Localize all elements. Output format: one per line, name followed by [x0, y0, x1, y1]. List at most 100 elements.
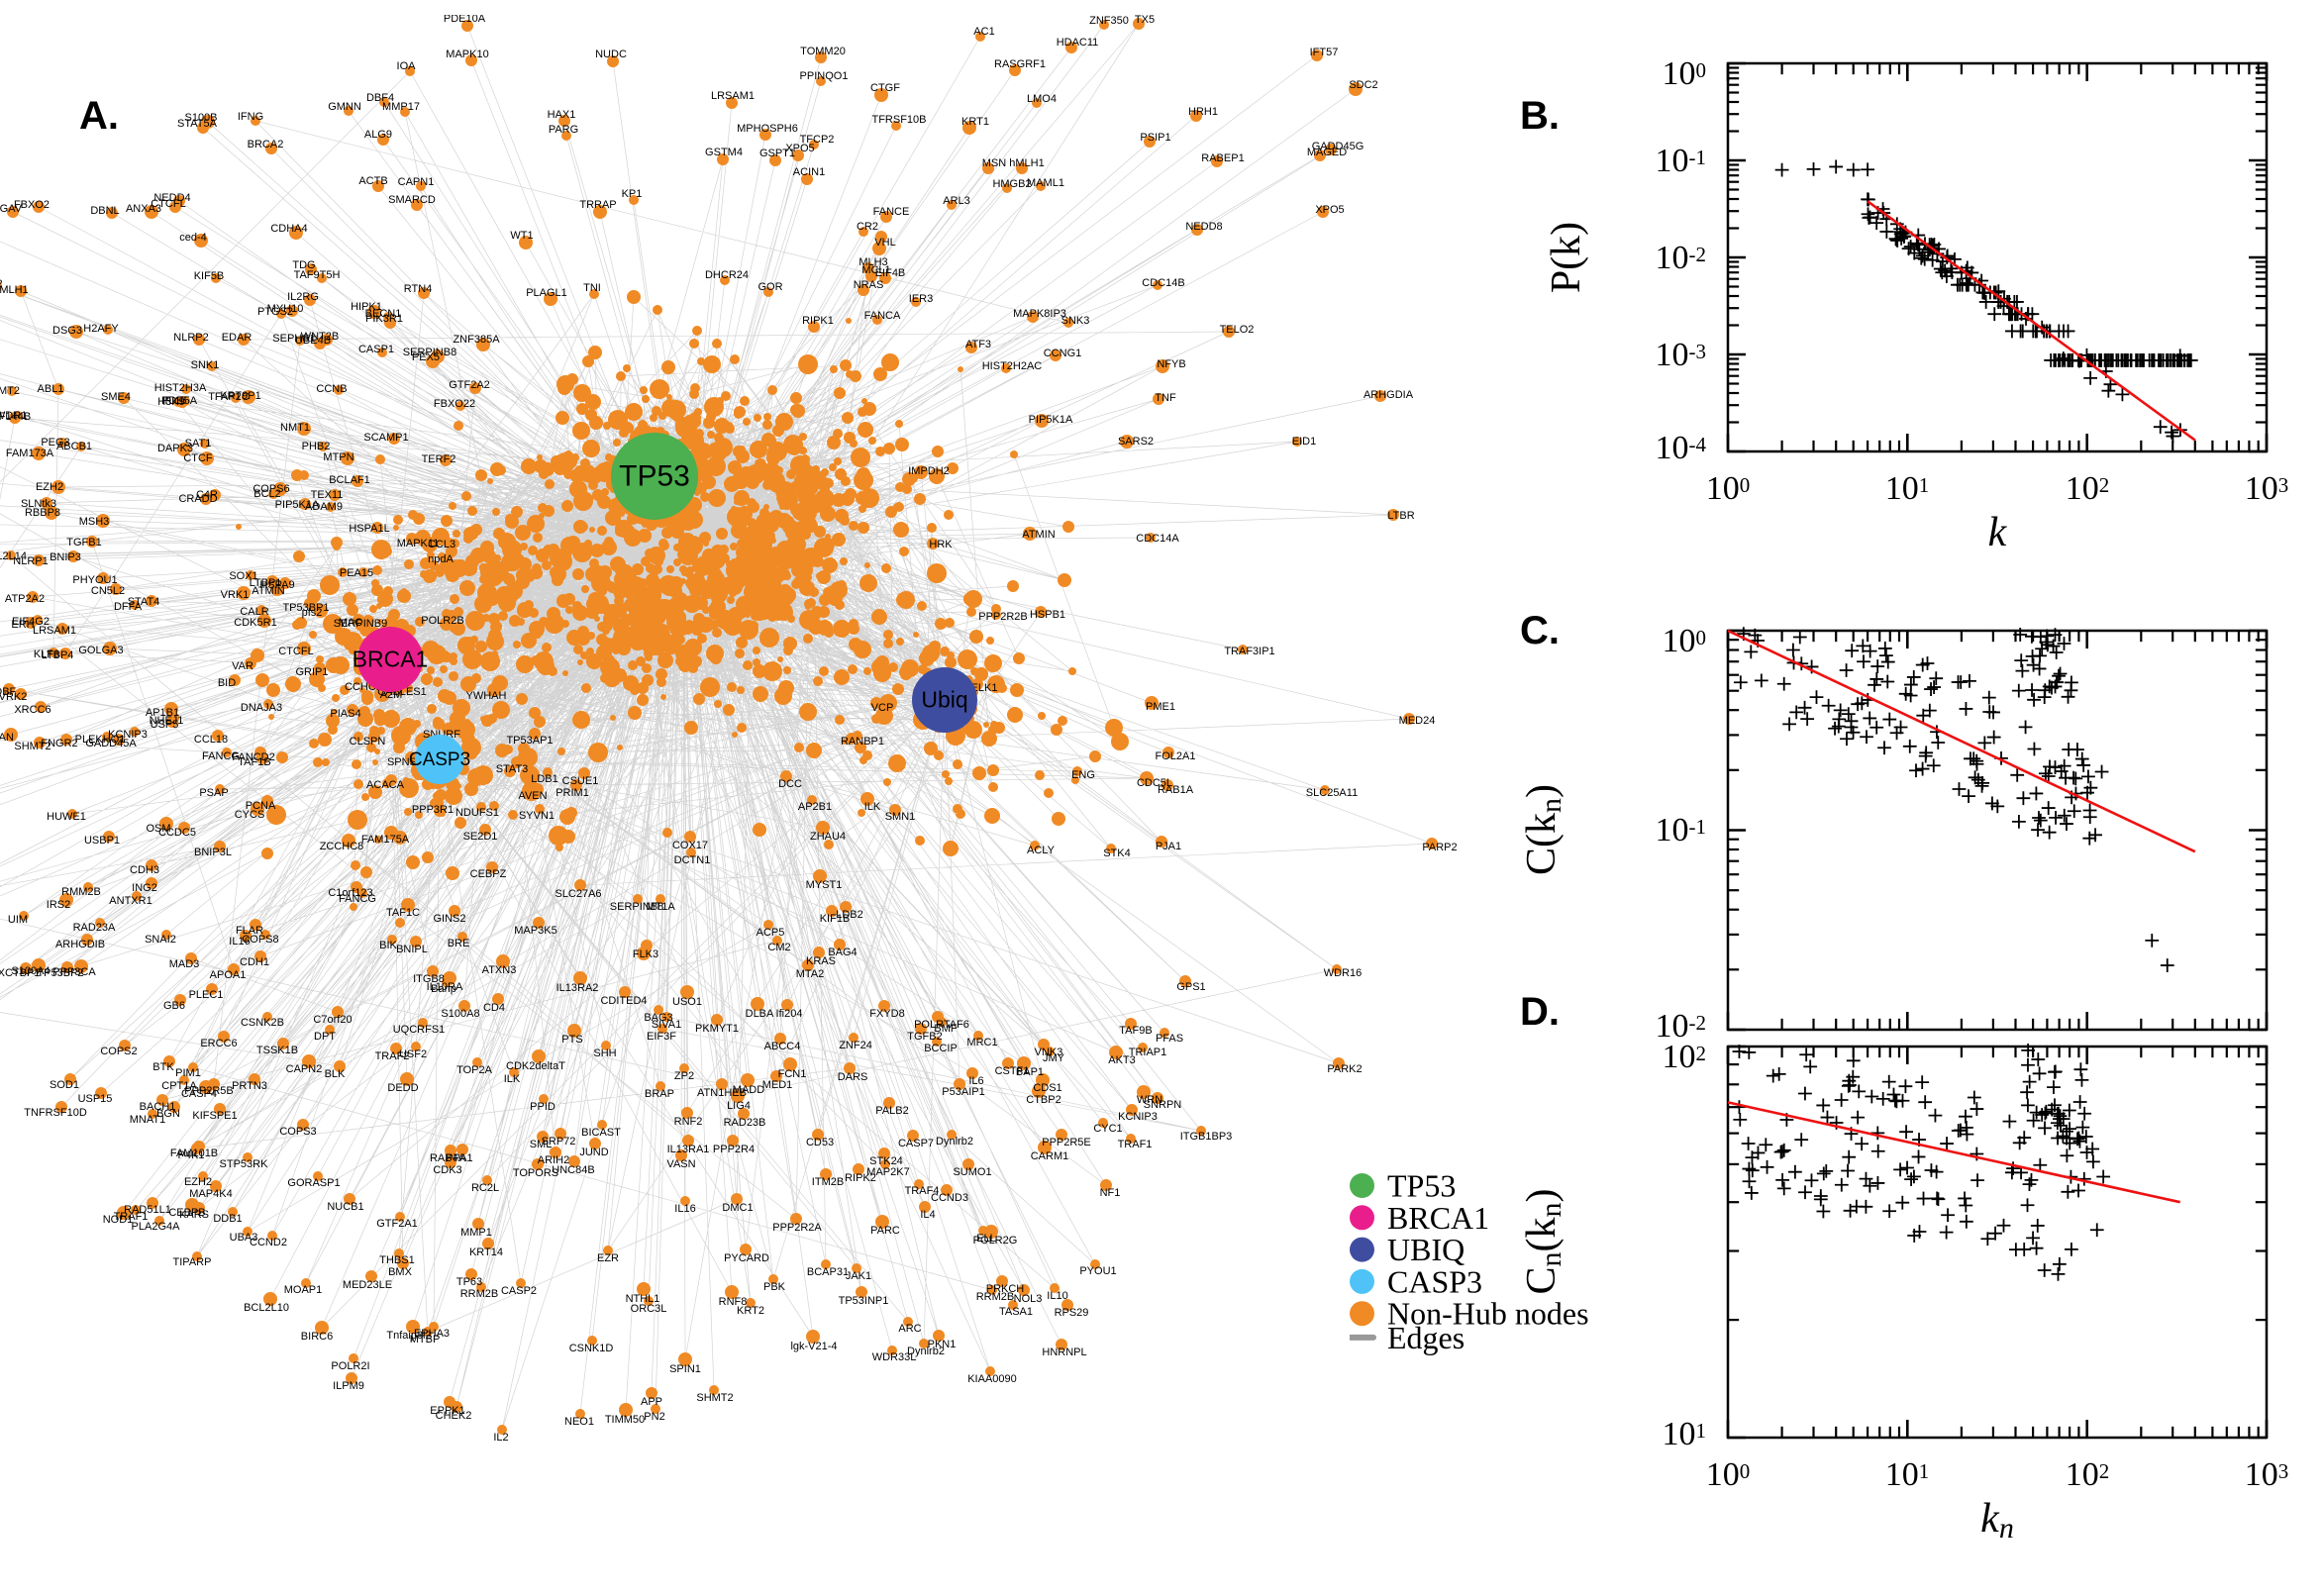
svg-text:KRT9P1: KRT9P1 [220, 390, 260, 402]
svg-text:STAT3: STAT3 [496, 763, 529, 775]
svg-text:100: 100 [1663, 623, 1707, 659]
svg-text:BRCA1: BRCA1 [353, 646, 429, 671]
svg-text:AP1B1: AP1B1 [146, 707, 179, 719]
svg-text:CDC14A: CDC14A [1136, 533, 1179, 545]
svg-text:LRSAM1: LRSAM1 [711, 90, 755, 102]
svg-text:KRT14: KRT14 [469, 1247, 503, 1258]
svg-text:SCAMP1: SCAMP1 [363, 432, 408, 444]
svg-text:ZNF24: ZNF24 [839, 1040, 872, 1051]
svg-text:RRM2B: RRM2B [460, 1288, 499, 1300]
svg-text:PME1: PME1 [1146, 701, 1175, 713]
svg-text:PARP2: PARP2 [1422, 842, 1457, 853]
svg-text:PRIM1: PRIM1 [556, 787, 589, 799]
svg-text:XPO5: XPO5 [1315, 204, 1344, 216]
svg-text:SNK3: SNK3 [1061, 315, 1090, 327]
svg-text:NF1: NF1 [1100, 1187, 1121, 1199]
svg-text:IMPDH2: IMPDH2 [908, 465, 950, 477]
svg-text:S100B: S100B [184, 112, 217, 124]
svg-text:AVEN: AVEN [518, 790, 547, 802]
svg-text:LMO4: LMO4 [1027, 93, 1057, 105]
svg-text:KARS: KARS [179, 1209, 209, 1221]
svg-text:PSAP: PSAP [199, 787, 228, 799]
svg-text:TERF2: TERF2 [422, 453, 456, 465]
svg-text:100: 100 [1706, 470, 1751, 507]
svg-text:IL13RA2: IL13RA2 [556, 982, 599, 994]
svg-text:GTF2A2: GTF2A2 [449, 379, 490, 391]
svg-text:CCL18: CCL18 [194, 734, 228, 746]
svg-text:SOD1: SOD1 [50, 1079, 79, 1091]
svg-text:TRAF4: TRAF4 [905, 1185, 940, 1197]
svg-text:RNF144B: RNF144B [0, 411, 31, 423]
svg-text:NLRP2: NLRP2 [173, 332, 208, 344]
svg-text:RTN4: RTN4 [404, 283, 433, 295]
svg-text:103: 103 [2245, 1456, 2289, 1493]
svg-text:WDR16: WDR16 [1324, 967, 1363, 979]
svg-text:STP53RK: STP53RK [220, 1158, 269, 1170]
svg-text:ATP2A2: ATP2A2 [5, 593, 45, 605]
svg-text:SDC2: SDC2 [1349, 79, 1377, 91]
svg-text:SPIN1: SPIN1 [669, 1363, 701, 1375]
svg-text:RAD23A: RAD23A [73, 922, 116, 934]
svg-text:CSTF1: CSTF1 [995, 1065, 1030, 1077]
svg-text:SNRPN: SNRPN [1144, 1099, 1182, 1111]
svg-text:HNRNPL: HNRNPL [1042, 1347, 1086, 1358]
svg-text:102: 102 [1663, 1039, 1707, 1075]
svg-text:USO1: USO1 [672, 996, 702, 1008]
svg-text:EZH2: EZH2 [184, 1176, 212, 1188]
svg-text:DSG3: DSG3 [52, 325, 82, 337]
svg-text:CDC14B: CDC14B [1142, 277, 1184, 289]
svg-text:TGFB2: TGFB2 [907, 1031, 942, 1043]
svg-text:PLEC1: PLEC1 [189, 989, 224, 1001]
svg-text:VAR: VAR [232, 660, 253, 672]
svg-text:ELL: ELL [976, 1233, 996, 1245]
svg-text:DLBA: DLBA [746, 1008, 774, 1020]
svg-text:FCN1: FCN1 [778, 1068, 807, 1080]
svg-text:ZNF350: ZNF350 [1089, 15, 1129, 27]
svg-text:BRAP: BRAP [645, 1088, 674, 1100]
svg-text:TDG: TDG [292, 259, 315, 271]
svg-text:CD53: CD53 [806, 1137, 834, 1148]
svg-text:P53AIP1: P53AIP1 [942, 1086, 984, 1098]
svg-text:RC2L: RC2L [471, 1182, 499, 1194]
svg-text:ABL1: ABL1 [38, 383, 64, 395]
svg-text:TRAF3IP1: TRAF3IP1 [1224, 646, 1274, 657]
svg-text:RIPK1: RIPK1 [802, 315, 834, 327]
svg-text:HIST2H3A: HIST2H3A [154, 382, 207, 394]
svg-text:CAPN1: CAPN1 [398, 176, 435, 188]
svg-text:SMARCD: SMARCD [388, 194, 436, 206]
svg-text:TFRSF10B: TFRSF10B [871, 114, 926, 126]
svg-text:DMC1: DMC1 [722, 1202, 753, 1214]
svg-text:COPS3: COPS3 [279, 1126, 316, 1138]
svg-text:CASP1: CASP1 [358, 344, 394, 355]
svg-text:BACH1: BACH1 [140, 1101, 176, 1113]
svg-text:FBXO22: FBXO22 [434, 398, 475, 410]
svg-text:PBK: PBK [763, 1281, 786, 1293]
svg-text:BRCA2: BRCA2 [248, 139, 284, 150]
svg-text:THBS1: THBS1 [379, 1254, 414, 1266]
svg-text:SLC27A6: SLC27A6 [555, 888, 601, 900]
svg-text:IL6: IL6 [968, 1075, 983, 1087]
svg-text:10-1: 10-1 [1656, 143, 1707, 179]
svg-text:PIM1: PIM1 [175, 1067, 201, 1079]
svg-text:VRK1: VRK1 [221, 589, 250, 601]
svg-text:102: 102 [2066, 1456, 2110, 1493]
svg-text:EIF4B: EIF4B [875, 267, 906, 279]
svg-text:SLC25A11: SLC25A11 [1306, 787, 1358, 799]
svg-text:ATMIN: ATMIN [252, 585, 284, 597]
svg-text:BNIP3L: BNIP3L [194, 847, 232, 858]
svg-text:BIK: BIK [379, 940, 397, 951]
svg-text:PALB2: PALB2 [875, 1105, 908, 1117]
svg-text:C(kn): C(kn) [1519, 784, 1567, 875]
svg-text:TOPORS: TOPORS [513, 1167, 558, 1179]
svg-text:KP1: KP1 [622, 188, 643, 200]
svg-text:CDK5R1: CDK5R1 [234, 617, 276, 629]
svg-text:TGFB1: TGFB1 [66, 537, 101, 549]
svg-text:PEG3: PEG3 [41, 437, 69, 449]
svg-text:TRIAP1: TRIAP1 [1129, 1047, 1167, 1058]
svg-text:EZR: EZR [597, 1252, 619, 1264]
svg-text:SARS2: SARS2 [1118, 436, 1154, 448]
svg-text:ARHGDIB: ARHGDIB [55, 939, 105, 950]
svg-text:CSUE1: CSUE1 [562, 775, 599, 787]
svg-text:P(k): P(k) [1544, 222, 1589, 293]
svg-text:ILPM9: ILPM9 [333, 1380, 364, 1392]
